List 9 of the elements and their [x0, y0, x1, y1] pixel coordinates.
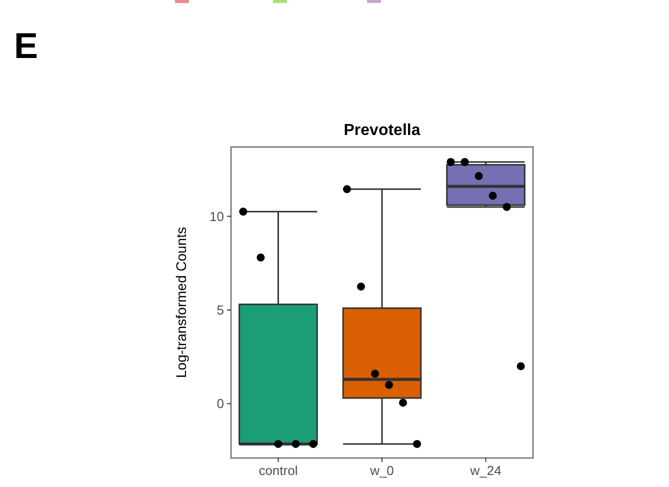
x-tick-label: w_0	[369, 463, 394, 478]
y-axis-title: Log-transformed Counts	[173, 227, 189, 378]
chart-title: Prevotella	[344, 122, 420, 139]
y-tick-label: 0	[216, 396, 224, 412]
y-tick-label: 5	[216, 302, 224, 318]
x-tick-label: control	[258, 463, 298, 478]
x-tick-label: w_24	[469, 463, 502, 478]
y-tick-label: 10	[210, 208, 224, 224]
text: E	[14, 25, 38, 66]
